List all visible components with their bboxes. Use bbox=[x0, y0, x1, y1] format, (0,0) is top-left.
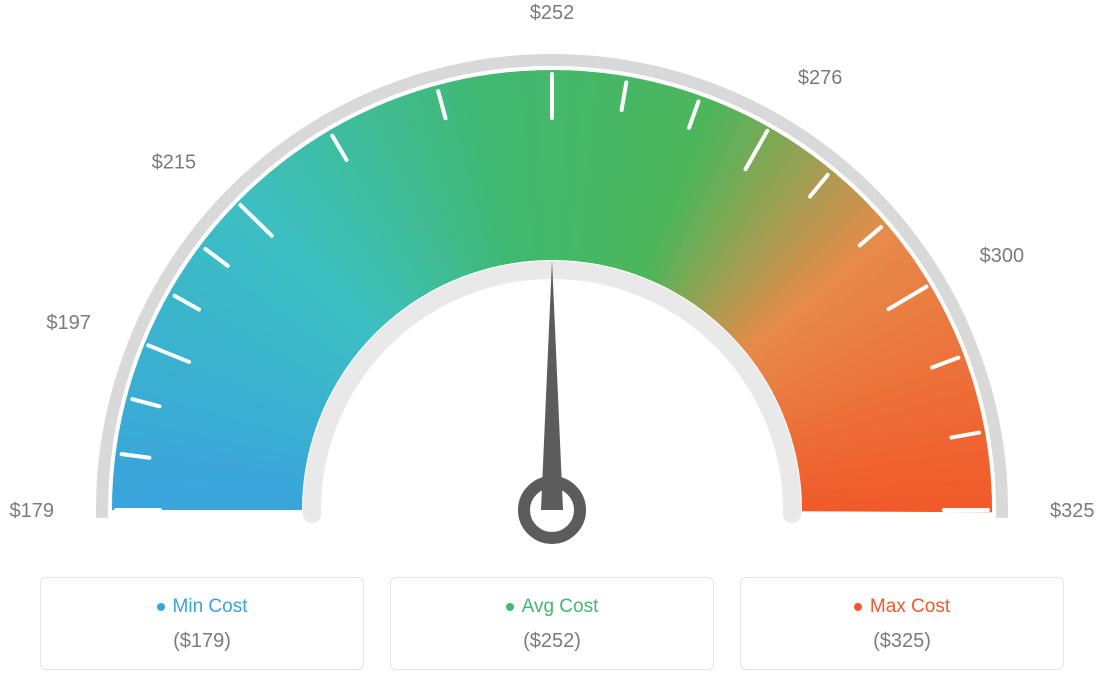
legend-dot-avg bbox=[506, 603, 514, 611]
legend-min-label: Min Cost bbox=[173, 596, 248, 618]
gauge-tick-label: $215 bbox=[152, 152, 197, 174]
legend-dot-max bbox=[854, 603, 862, 611]
legend-min: Min Cost ($179) bbox=[40, 577, 364, 670]
legend-avg-label: Avg Cost bbox=[522, 596, 599, 618]
legend-avg-value: ($252) bbox=[401, 630, 703, 653]
legend-avg: Avg Cost ($252) bbox=[390, 577, 714, 670]
legend-row: Min Cost ($179) Avg Cost ($252) Max Cost… bbox=[40, 577, 1064, 670]
gauge-tick-label: $197 bbox=[46, 312, 91, 334]
legend-max-label: Max Cost bbox=[870, 596, 950, 618]
gauge-svg: $179 $197 $215 $252 $276 $300 $325 bbox=[0, 0, 1104, 560]
legend-dot-min bbox=[157, 603, 165, 611]
legend-max: Max Cost ($325) bbox=[740, 577, 1064, 670]
gauge-tick-label: $325 bbox=[1050, 500, 1095, 522]
legend-min-value: ($179) bbox=[51, 630, 353, 653]
gauge-tick-label: $276 bbox=[798, 67, 843, 89]
cost-gauge: $179 $197 $215 $252 $276 $300 $325 bbox=[0, 0, 1104, 560]
gauge-tick-label: $252 bbox=[530, 2, 575, 24]
gauge-needle bbox=[541, 260, 563, 510]
legend-max-value: ($325) bbox=[751, 630, 1053, 653]
gauge-tick-label: $300 bbox=[980, 245, 1025, 267]
gauge-tick-label: $179 bbox=[10, 500, 55, 522]
